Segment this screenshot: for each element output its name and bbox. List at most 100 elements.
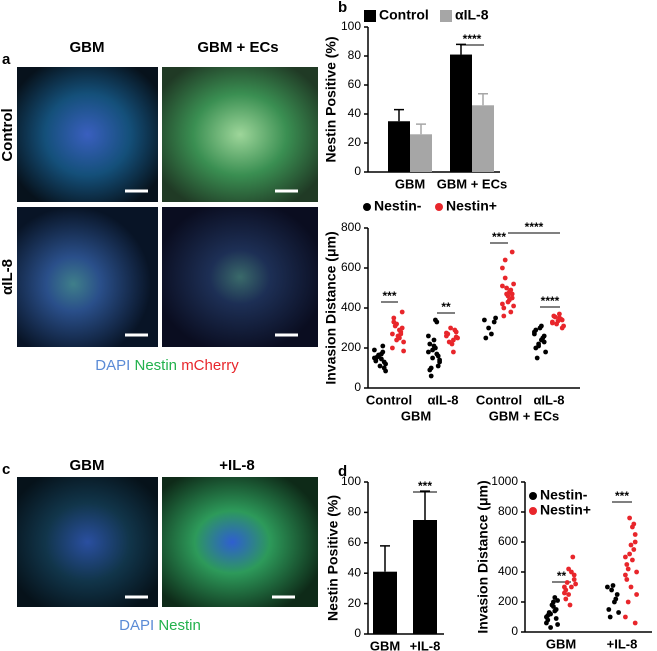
data-point	[571, 577, 577, 582]
data-point	[634, 569, 639, 575]
data-point	[511, 303, 516, 309]
data-point	[569, 584, 574, 590]
group-label: GBM + ECs	[489, 408, 559, 423]
legend-marker	[435, 203, 443, 211]
y-tick-label: 600	[498, 534, 518, 548]
data-point	[559, 325, 565, 331]
data-point	[541, 339, 547, 345]
bar	[373, 571, 397, 634]
data-point	[426, 349, 431, 355]
data-point	[391, 315, 397, 321]
data-point	[563, 596, 569, 602]
data-point	[380, 349, 386, 355]
data-point	[431, 337, 437, 343]
column-label: +IL-8	[219, 457, 254, 474]
data-point	[564, 580, 570, 585]
data-point	[491, 319, 497, 325]
legend-marker	[529, 492, 537, 500]
data-point	[508, 287, 514, 293]
bar	[410, 134, 432, 172]
data-point	[623, 572, 628, 578]
data-point	[627, 551, 632, 557]
data-point	[493, 315, 498, 321]
data-point	[569, 569, 574, 575]
significance: **	[557, 569, 567, 583]
y-tick-label: 80	[348, 48, 362, 62]
panel-letter: c	[2, 461, 10, 478]
data-point	[614, 592, 620, 597]
data-point	[557, 311, 562, 317]
y-tick-label: 0	[354, 380, 361, 394]
data-point	[532, 331, 537, 337]
data-point	[509, 291, 515, 297]
micrograph	[17, 67, 158, 202]
x-tick-label: αIL-8	[427, 392, 458, 407]
data-point	[555, 598, 560, 603]
data-point	[427, 341, 433, 347]
data-point	[483, 335, 489, 341]
y-tick-label: 0	[354, 626, 361, 640]
data-point	[376, 352, 381, 358]
data-point	[500, 301, 505, 307]
data-point	[511, 281, 516, 287]
data-point	[508, 309, 514, 315]
data-point	[570, 554, 576, 560]
significance: ***	[382, 289, 396, 303]
legend-swatch	[364, 10, 376, 22]
y-tick-label: 20	[348, 135, 362, 149]
data-point	[502, 257, 508, 263]
micrograph	[162, 67, 318, 202]
data-point	[552, 608, 558, 614]
data-point	[380, 343, 386, 349]
y-tick-label: 60	[348, 535, 362, 549]
group-label: GBM	[401, 408, 431, 423]
data-point	[632, 539, 638, 545]
y-tick-label: 40	[348, 565, 362, 579]
data-point	[625, 566, 631, 572]
data-point	[627, 515, 632, 521]
significance: ****	[463, 32, 482, 46]
data-point	[634, 592, 639, 597]
data-point	[562, 590, 567, 596]
x-tick-label: +IL-8	[410, 638, 441, 651]
y-axis-label: Nestin Positive (%)	[325, 495, 341, 621]
data-point	[448, 325, 453, 331]
legend-label: Nestin-	[374, 198, 422, 214]
data-point	[451, 337, 456, 343]
data-point	[394, 337, 399, 343]
x-tick-label: αIL-8	[533, 392, 564, 407]
data-point	[502, 275, 508, 281]
x-tick-label: Control	[476, 392, 522, 407]
legend-marker	[363, 203, 371, 211]
x-tick-label: GBM	[546, 636, 576, 651]
data-point	[446, 339, 452, 345]
data-point	[444, 330, 449, 336]
data-point	[544, 620, 549, 626]
data-point	[630, 557, 635, 563]
data-point	[431, 343, 437, 349]
data-point	[533, 327, 539, 333]
data-point	[548, 625, 553, 630]
y-axis-label: Nestin Positive (%)	[323, 36, 339, 162]
stain: DAPI	[119, 617, 154, 634]
panel-letter: a	[2, 51, 11, 68]
data-point	[390, 331, 395, 337]
y-tick-label: 80	[348, 505, 362, 519]
error-bar	[394, 108, 404, 122]
data-point	[397, 327, 402, 333]
error-bar	[478, 92, 488, 106]
y-tick-label: 600	[341, 260, 361, 274]
legend-label: Nestin+	[446, 198, 497, 214]
legend-label: Nestin+	[540, 502, 591, 518]
data-point	[379, 356, 384, 362]
column-label: GBM	[70, 457, 105, 474]
data-point	[623, 554, 628, 560]
significance: ****	[541, 294, 560, 308]
data-point	[623, 614, 628, 620]
y-axis-label: Invasion Distance (μm)	[475, 480, 491, 633]
data-point	[501, 313, 507, 319]
y-axis-label: Invasion Distance (μm)	[323, 231, 339, 384]
stain-legend: DAPI Nestin mCherry	[95, 357, 239, 374]
legend-marker	[529, 507, 537, 515]
